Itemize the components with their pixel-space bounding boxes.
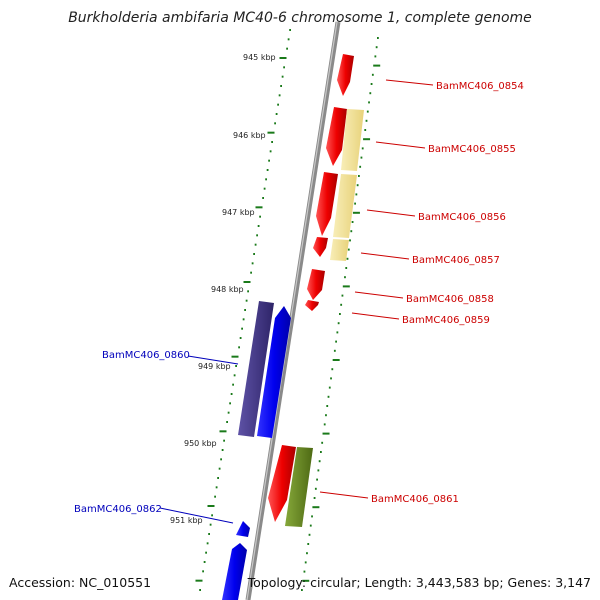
cds-0855[interactable]: [341, 109, 364, 171]
reverse-strand-genes: [222, 301, 291, 600]
genome-backbone-highlight: [246, 21, 338, 600]
genome-summary-text: Topology: circular; Length: 3,443,583 bp…: [247, 575, 591, 590]
scale-label-946: 946 kbp: [233, 131, 266, 140]
gene-label-0862[interactable]: BamMC406_0862: [74, 504, 162, 515]
scale-label-947: 947 kbp: [222, 208, 255, 217]
cds-0860[interactable]: [238, 301, 274, 437]
gene-labels: BamMC406_0854 BamMC406_0855 BamMC406_085…: [74, 81, 524, 515]
cds-0861[interactable]: [285, 447, 313, 527]
accession-text: Accession: NC_010551: [9, 575, 152, 590]
forward-strand-genes: [268, 54, 354, 522]
gene-label-0856[interactable]: BamMC406_0856: [418, 212, 506, 223]
gene-arrow-0854[interactable]: [337, 54, 354, 96]
gene-arrow-0862b[interactable]: [222, 543, 247, 600]
gene-arrow-0858[interactable]: [307, 269, 325, 300]
gene-label-0857[interactable]: BamMC406_0857: [412, 255, 500, 266]
cds-0857[interactable]: [330, 239, 349, 261]
genome-backbone: [245, 21, 341, 600]
gene-label-0855[interactable]: BamMC406_0855: [428, 144, 516, 155]
gene-arrow-0859[interactable]: [305, 300, 319, 311]
gene-label-0854[interactable]: BamMC406_0854: [436, 81, 524, 92]
gene-label-0860[interactable]: BamMC406_0860: [102, 350, 190, 361]
inner-scale-ring: [195, 29, 291, 591]
cds-0856[interactable]: [333, 174, 357, 238]
scale-label-945: 945 kbp: [243, 53, 276, 62]
outer-scale-ring: [301, 37, 381, 591]
scale-label-950: 950 kbp: [184, 439, 217, 448]
gene-label-0858[interactable]: BamMC406_0858: [406, 294, 494, 305]
gene-arrow-0860[interactable]: [257, 306, 291, 438]
scale-label-949: 949 kbp: [198, 362, 231, 371]
scale-label-951: 951 kbp: [170, 516, 203, 525]
label-leader-lines: [159, 79, 434, 524]
gene-arrow-0855[interactable]: [326, 107, 347, 166]
scale-label-948: 948 kbp: [211, 285, 244, 294]
gene-arrow-0857[interactable]: [313, 237, 328, 257]
gene-arrow-0856[interactable]: [316, 172, 338, 236]
gene-arrow-0861[interactable]: [268, 445, 296, 522]
map-title: Burkholderia ambifaria MC40-6 chromosome…: [68, 10, 532, 26]
gene-label-0861[interactable]: BamMC406_0861: [371, 494, 459, 505]
scale-labels: 945 kbp 946 kbp 947 kbp 948 kbp 949 kbp …: [170, 53, 276, 525]
feature-track-forward: [285, 109, 364, 527]
gene-arrow-0862[interactable]: [236, 521, 250, 537]
gene-label-0859[interactable]: BamMC406_0859: [402, 315, 490, 326]
